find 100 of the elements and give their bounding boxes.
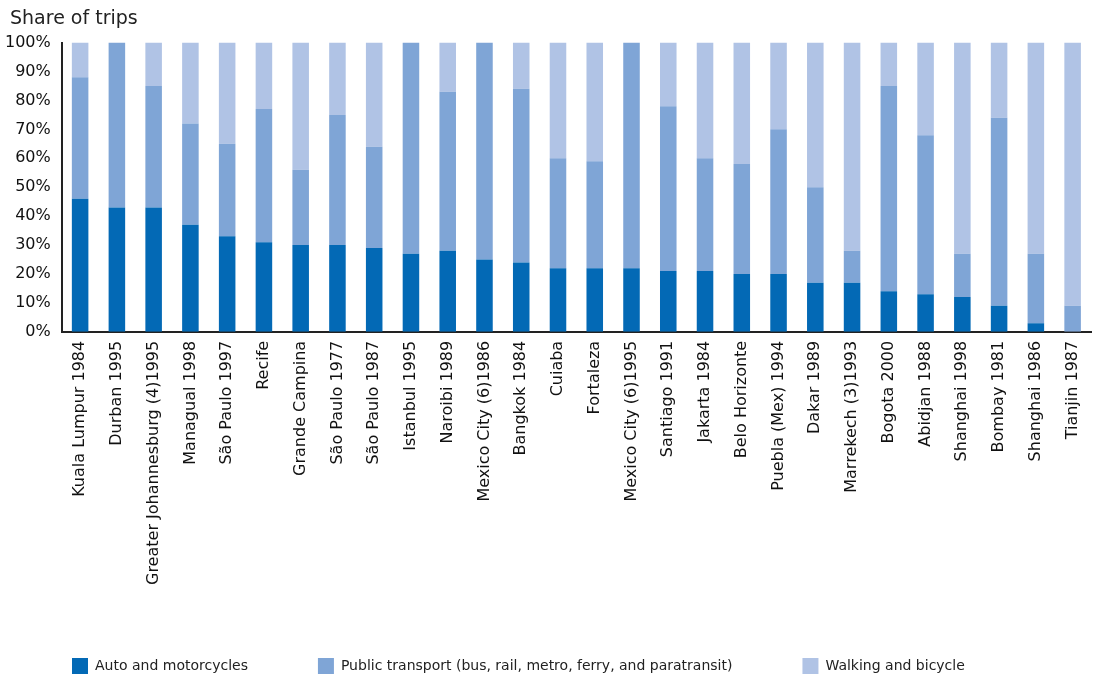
bar bbox=[586, 42, 604, 162]
x-tick-label: Shanghai 1986 bbox=[1025, 340, 1045, 462]
bar bbox=[880, 42, 898, 86]
bar bbox=[623, 42, 640, 269]
bar bbox=[549, 158, 567, 269]
bar bbox=[770, 42, 787, 130]
x-tick-label: Mexico City (6)1986 bbox=[473, 340, 493, 502]
x-tick-label: Recife bbox=[253, 340, 273, 390]
bar bbox=[807, 42, 824, 188]
bar bbox=[402, 42, 420, 254]
bar bbox=[145, 85, 162, 208]
x-tick-label: Tianjin 1987 bbox=[1061, 340, 1081, 441]
bar bbox=[990, 117, 1008, 306]
y-tick-label: 60% bbox=[15, 147, 51, 167]
y-tick-label: 0% bbox=[25, 320, 51, 340]
bar bbox=[365, 146, 383, 248]
bar bbox=[954, 253, 971, 298]
bar bbox=[1064, 42, 1081, 306]
bar bbox=[292, 42, 309, 170]
y-tick-label: 90% bbox=[15, 60, 51, 80]
bar bbox=[733, 164, 751, 274]
bar bbox=[586, 161, 604, 269]
bar bbox=[843, 282, 861, 332]
bar bbox=[917, 135, 934, 295]
y-tick-label: 50% bbox=[15, 176, 51, 196]
bar bbox=[476, 42, 493, 260]
bar bbox=[954, 297, 971, 332]
bar bbox=[108, 207, 126, 332]
bar bbox=[71, 77, 89, 199]
x-tick-label: Naroibi 1989 bbox=[436, 340, 456, 444]
bar bbox=[292, 169, 309, 246]
bar bbox=[917, 294, 934, 332]
bar bbox=[439, 250, 456, 332]
bar bbox=[660, 106, 677, 272]
x-tick-label: Mexico City (6)1995 bbox=[620, 340, 640, 502]
bar bbox=[329, 245, 346, 332]
bar bbox=[954, 42, 971, 254]
bar bbox=[218, 236, 236, 332]
bar bbox=[145, 207, 162, 332]
bar bbox=[512, 88, 530, 263]
bar bbox=[770, 129, 787, 274]
bar bbox=[71, 198, 89, 332]
x-tick-label: São Paulo 1997 bbox=[216, 340, 236, 465]
x-tick-label: Santiago 1991 bbox=[657, 340, 677, 458]
x-tick-label: Greater Johannesburg (4)1995 bbox=[142, 340, 162, 585]
bar bbox=[623, 268, 640, 332]
bar bbox=[365, 247, 383, 332]
bar bbox=[292, 245, 309, 332]
y-tick-label: 20% bbox=[15, 263, 51, 283]
y-tick-label: 30% bbox=[15, 234, 51, 254]
bar bbox=[696, 271, 714, 332]
y-tick-label: 40% bbox=[15, 205, 51, 225]
bar bbox=[439, 42, 456, 92]
x-tick-label: São Paulo 1987 bbox=[363, 340, 383, 465]
bar bbox=[549, 268, 567, 332]
bar bbox=[770, 273, 787, 332]
bar bbox=[365, 42, 383, 147]
bar bbox=[843, 42, 861, 251]
bar bbox=[439, 91, 456, 251]
bar bbox=[807, 187, 824, 283]
x-tick-label: Kuala Lumpur 1984 bbox=[69, 340, 89, 497]
bar bbox=[1027, 253, 1045, 324]
x-tick-label: Istanbul 1995 bbox=[400, 340, 420, 451]
bar bbox=[108, 42, 126, 208]
bar bbox=[880, 85, 898, 292]
y-axis-title: Share of trips bbox=[10, 6, 138, 28]
bar bbox=[990, 305, 1008, 332]
bar bbox=[733, 42, 751, 165]
bar bbox=[329, 114, 346, 246]
x-tick-label: Grande Campina bbox=[289, 340, 309, 476]
bar bbox=[512, 262, 530, 332]
y-tick-label: 100% bbox=[4, 31, 51, 51]
bar bbox=[218, 143, 236, 237]
x-tick-label: Marrekech (3)1993 bbox=[841, 340, 861, 493]
bar bbox=[255, 109, 273, 243]
bar bbox=[696, 158, 714, 272]
bar bbox=[182, 42, 199, 124]
x-tick-label: Abidjan 1988 bbox=[914, 340, 934, 447]
y-tick-label: 80% bbox=[15, 89, 51, 109]
bar bbox=[660, 42, 677, 107]
bar bbox=[990, 42, 1008, 118]
x-tick-label: Bogota 2000 bbox=[877, 340, 897, 444]
x-tick-label: Bangkok 1984 bbox=[510, 340, 530, 456]
bar bbox=[917, 42, 934, 136]
x-tick-label: Managual 1998 bbox=[179, 340, 199, 465]
bar bbox=[476, 259, 493, 332]
bar bbox=[255, 242, 273, 332]
bar bbox=[807, 282, 824, 332]
x-tick-label: São Paulo 1977 bbox=[326, 340, 346, 465]
bar bbox=[218, 42, 236, 144]
legend-label: Walking and bicycle bbox=[825, 656, 965, 673]
bar bbox=[1027, 42, 1045, 254]
x-tick-label: Shanghai 1998 bbox=[951, 340, 971, 462]
bar bbox=[880, 291, 898, 332]
x-tick-label: Puebla (Mex) 1994 bbox=[767, 340, 787, 491]
legend-label: Public transport (bus, rail, metro, ferry, and paratransit) bbox=[340, 656, 733, 673]
bar bbox=[402, 253, 420, 332]
bar bbox=[182, 123, 199, 225]
y-tick-label: 70% bbox=[15, 118, 51, 138]
bar bbox=[660, 271, 677, 332]
